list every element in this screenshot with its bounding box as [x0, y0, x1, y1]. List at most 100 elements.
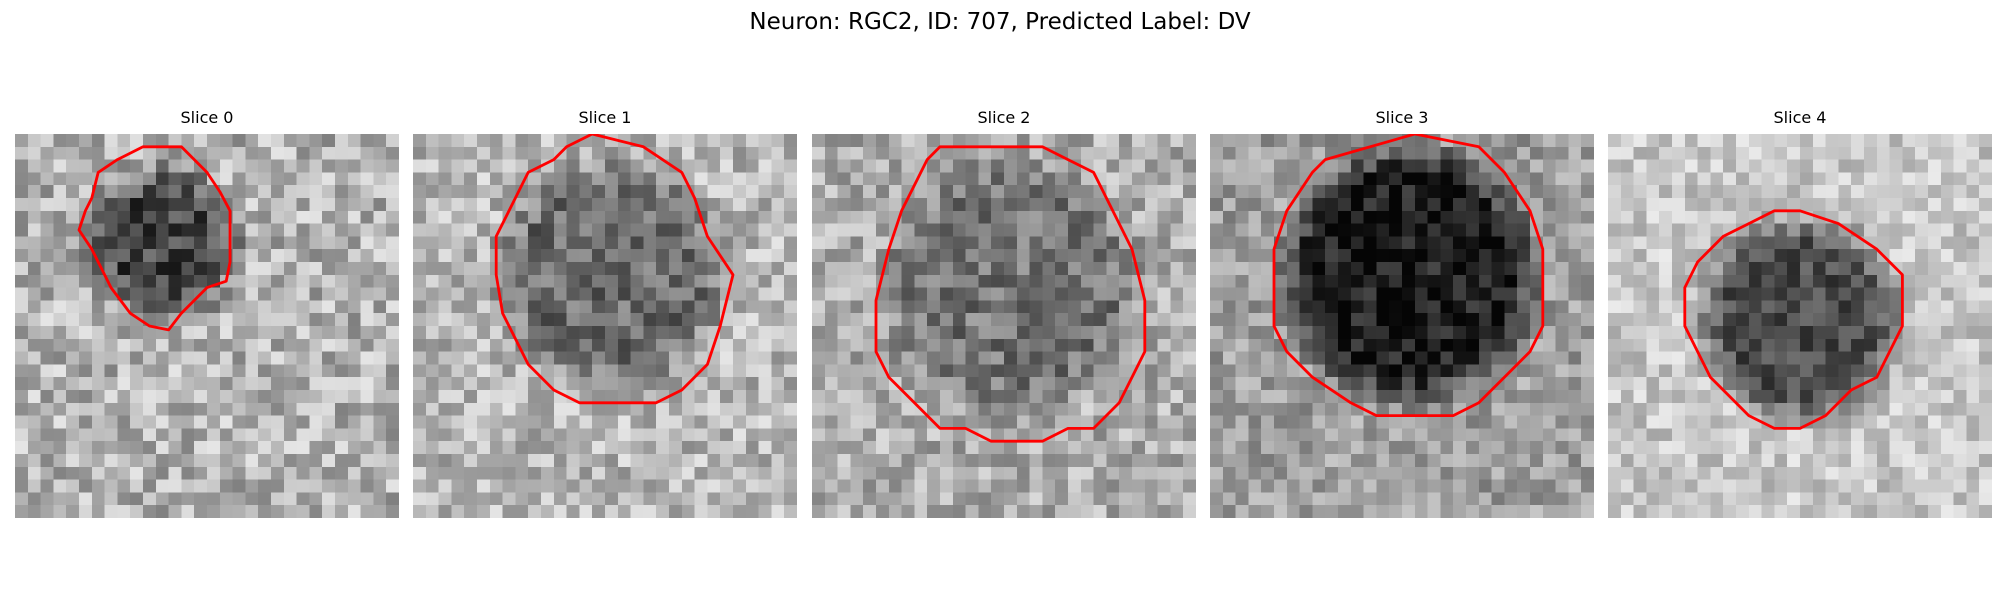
pixel [694, 377, 708, 391]
pixel [245, 338, 259, 352]
pixel [1286, 338, 1300, 352]
pixel [15, 223, 29, 237]
pixel [309, 505, 323, 518]
pixel [451, 185, 465, 199]
pixel [617, 236, 631, 250]
pixel [1363, 172, 1377, 186]
pixel [707, 441, 721, 455]
pixel [117, 274, 131, 288]
pixel [876, 466, 890, 480]
pixel [630, 364, 644, 378]
pixel [1144, 390, 1158, 404]
pixel [1761, 198, 1775, 212]
pixel [1274, 364, 1288, 378]
pixel [309, 402, 323, 416]
pixel [528, 351, 542, 365]
pixel [837, 159, 851, 173]
pixel [1312, 351, 1326, 365]
pixel [1774, 402, 1788, 416]
pixel [1068, 274, 1082, 288]
pixel [66, 274, 80, 288]
pixel [1274, 326, 1288, 340]
pixel [824, 198, 838, 212]
pixel [1646, 185, 1660, 199]
pixel [1042, 364, 1056, 378]
pixel [117, 505, 131, 518]
pixel [1940, 441, 1954, 455]
pixel [413, 428, 427, 442]
pixel [40, 364, 54, 378]
pixel [66, 326, 80, 340]
pixel [143, 466, 157, 480]
pixel [1235, 300, 1249, 314]
pixel [1157, 351, 1171, 365]
pixel [1723, 159, 1737, 173]
pixel [309, 274, 323, 288]
pixel [360, 441, 374, 455]
pixel [1376, 210, 1390, 224]
pixel [15, 415, 29, 429]
pixel [1542, 364, 1556, 378]
pixel [515, 262, 529, 276]
pixel [1016, 415, 1030, 429]
pixel [335, 249, 349, 263]
pixel [914, 262, 928, 276]
pixel [438, 146, 452, 160]
pixel [155, 479, 169, 493]
pixel [1004, 313, 1018, 327]
pixel [1979, 492, 1992, 506]
pixel [991, 415, 1005, 429]
pixel [168, 351, 182, 365]
pixel [669, 441, 683, 455]
pixel [91, 326, 105, 340]
pixel [837, 172, 851, 186]
pixel [1068, 210, 1082, 224]
pixel [1555, 492, 1569, 506]
pixel [888, 198, 902, 212]
pixel [1325, 262, 1339, 276]
pixel [1042, 351, 1056, 365]
pixel [271, 492, 285, 506]
pixel [143, 134, 157, 148]
pixel [1825, 172, 1839, 186]
pixel [489, 134, 503, 148]
pixel [1427, 338, 1441, 352]
pixel [1517, 249, 1531, 263]
pixel [1748, 428, 1762, 442]
pixel [1979, 402, 1992, 416]
pixel [1029, 351, 1043, 365]
pixel [876, 172, 890, 186]
pixel [347, 441, 361, 455]
pixel [927, 351, 941, 365]
pixel [1710, 364, 1724, 378]
pixel [1530, 134, 1544, 148]
pixel [117, 185, 131, 199]
pixel [1119, 300, 1133, 314]
pixel [1210, 454, 1224, 468]
pixel [1170, 390, 1184, 404]
pixel [1440, 466, 1454, 480]
pixel [1312, 441, 1326, 455]
pixel [1889, 249, 1903, 263]
pixel [1453, 159, 1467, 173]
pixel [1157, 300, 1171, 314]
pixel [1761, 172, 1775, 186]
pixel [245, 172, 259, 186]
pixel [1144, 326, 1158, 340]
pixel [1748, 479, 1762, 493]
pixel [477, 274, 491, 288]
pixel [79, 415, 93, 429]
pixel [1286, 249, 1300, 263]
pixel [681, 287, 695, 301]
pixel [914, 300, 928, 314]
pixel [630, 351, 644, 365]
pixel [771, 185, 785, 199]
pixel [888, 172, 902, 186]
pixel [347, 185, 361, 199]
pixel [1697, 402, 1711, 416]
pixel [1966, 505, 1980, 518]
pixel [1542, 390, 1556, 404]
pixel [1889, 300, 1903, 314]
pixel [1235, 492, 1249, 506]
pixel [1119, 287, 1133, 301]
